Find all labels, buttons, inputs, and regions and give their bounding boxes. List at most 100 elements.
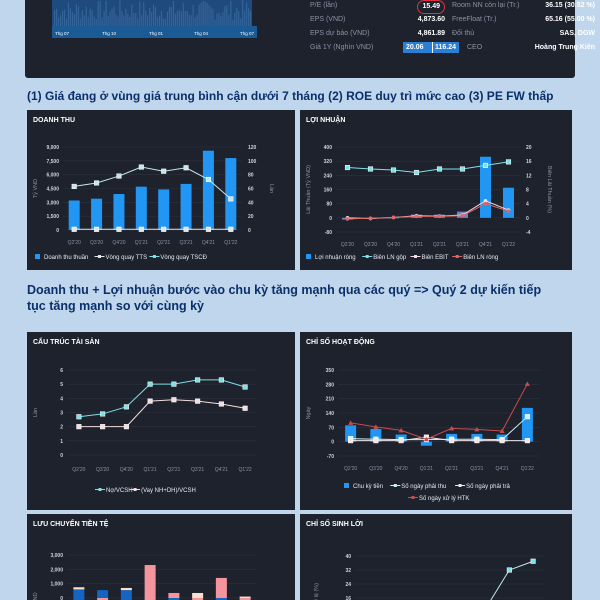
y-axis-label: Tỷ VND [32,179,39,198]
x-tick-label: Q3'20 [369,466,382,472]
cashflow-bar-segment [144,565,156,598]
x-tick-label: Q4'21 [202,240,215,246]
y-tick-label: 350 [326,368,335,374]
volume-bar [226,5,228,26]
y-tick-label: 16 [345,596,351,600]
y-tick-label: -70 [327,454,334,460]
y-tick-label: 240 [324,173,333,179]
tts-point [183,226,189,232]
volume-bar [83,15,85,26]
payable-days-point [373,438,379,444]
payable-days-point [449,438,455,444]
roe-line [490,560,534,600]
y-tick-label: 400 [324,145,333,151]
y-tick-label: 70 [328,425,334,431]
volume-bar [65,18,68,26]
y-tick-label: 0 [56,228,59,234]
stat-value: 65.16 (55.00 %) [545,16,595,23]
stat-label: Đối thủ [452,30,475,37]
mini-x-label: Thg 07 [240,31,255,36]
tscd-point [205,176,211,183]
volume-bar [164,19,167,26]
legend-label: Số ngày phải trả [466,484,510,490]
volume-bar [224,6,226,26]
volume-bar [105,0,107,26]
y-tick-label: 4,500 [46,187,59,193]
x-tick-label: Q4'20 [112,240,125,246]
legend-marker [365,255,369,258]
volume-bar [250,10,252,26]
tscd-point [183,165,189,171]
legend-swatch [306,254,311,259]
y2-axis-label: Biên Lãi Thuần (%) [546,166,552,213]
y-tick-label: 3,000 [46,200,59,206]
tts-point [205,226,211,232]
ebit-margin-point [483,199,488,203]
stat-eps-forecast: EPS dự báo (VND) 4,861.89 Đối thủ SAS, D… [310,28,600,40]
inventory-days-point [524,381,530,386]
debt-equity-point [171,381,177,387]
volume-bar [67,2,70,26]
gross-margin-point [413,169,420,176]
stat-price-1y: Giá 1Y (Nghìn VND) 20.06 116.24 CEO Hoàn… [310,42,600,54]
volume-bar [143,2,145,26]
volume-bar [168,6,171,26]
volume-bar [133,12,135,26]
volume-bar [176,11,178,26]
y-axis-label: Ngày [306,406,312,419]
x-tick-label: Q1'21 [135,240,148,246]
x-tick-label: Q4'20 [120,467,133,473]
volume-bar [174,13,176,26]
revenue-bar [68,200,80,230]
x-tick-label: Q4'20 [387,242,400,248]
payable-days-point [348,438,354,444]
tts-point [138,226,144,232]
net-margin-point [391,215,396,220]
volume-bar [222,12,224,26]
volume-bar [123,15,125,26]
volume-bar [91,10,93,26]
volume-bar [200,2,202,26]
volume-bar [194,17,196,26]
roe-point [530,558,536,564]
volume-bar [69,8,72,26]
y-tick-label: -80 [325,230,332,236]
legend-label: Biên LN ròng [463,255,498,261]
legend-marker [98,488,102,491]
receivable-days-point [524,414,530,420]
y2-tick-label: 100 [248,159,257,165]
volume-bar [125,9,127,26]
roe-point [506,567,512,573]
x-tick-label: Q3'21 [470,466,483,472]
inventory-days-line [350,383,528,440]
x-tick-label: Q1'22 [239,467,252,473]
y-tick-label: 40 [345,554,351,560]
volume-bar [208,5,210,26]
chart-title: CHỈ SỐ SINH LỜI [306,521,363,528]
loan-equity-point [100,424,106,430]
volume-bar [218,12,220,26]
x-tick-label: Q1'22 [224,240,237,246]
y-axis-label: Lãi Thuần (Tỷ VND) [305,165,312,214]
chart-title: CHỈ SỐ HOẠT ĐỘNG [306,339,375,346]
y2-tick-label: 0 [248,228,251,234]
x-tick-label: Q3'21 [179,240,192,246]
inventory-days-point [423,436,429,442]
legend-label: Số ngày xử lý HTK [419,495,469,502]
legend-marker [98,255,101,258]
volume-bar [240,18,242,26]
inventory-days-point [348,420,354,425]
debt-equity-point [147,381,153,387]
net-margin-point [368,216,373,220]
volume-bar [97,1,99,26]
chart-title: LỢI NHUẬN [306,117,346,124]
cash-cycle-bar [521,407,533,442]
revenue-bar [225,158,237,230]
volume-bar [115,14,117,26]
y2-axis-label: Lần [268,184,274,193]
stat-value: 4,861.89 [417,30,445,37]
revenue-bar [135,186,147,230]
legend-label: Doanh thu thuần [44,255,88,261]
y2-tick-label: 0 [526,216,529,222]
inventory-days-point [449,425,455,431]
